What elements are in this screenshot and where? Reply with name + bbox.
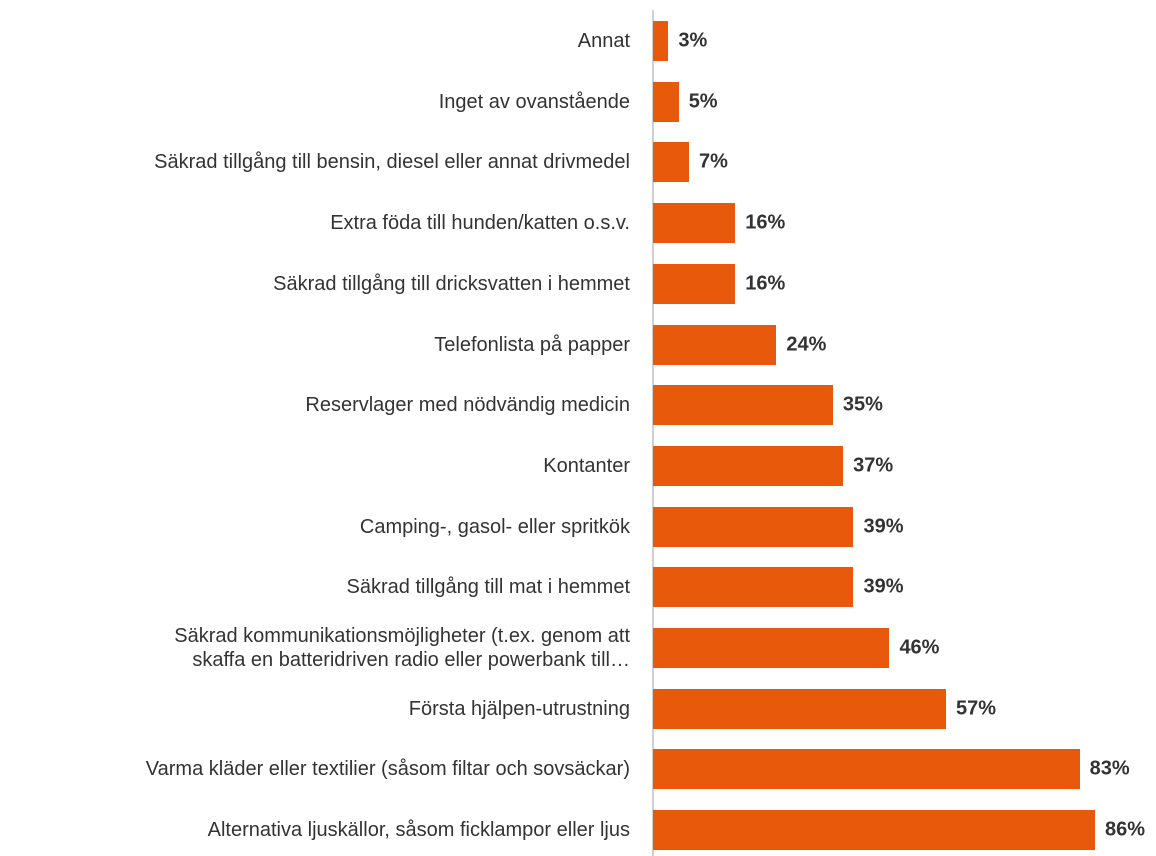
value-label: 16% — [745, 272, 786, 295]
value-label: 3% — [678, 29, 708, 52]
bar — [653, 749, 1080, 790]
category-label: Säkrad tillgång till bensin, diesel elle… — [154, 151, 630, 174]
value-label: 86% — [1105, 818, 1146, 841]
bar — [653, 324, 777, 365]
category-label: Säkrad tillgång till dricksvatten i hemm… — [273, 272, 630, 295]
value-label: 16% — [745, 211, 786, 234]
value-label: 46% — [899, 636, 940, 659]
category-label: Första hjälpen-utrustning — [408, 697, 630, 720]
bar — [653, 81, 679, 122]
bar — [653, 263, 736, 304]
bar — [653, 688, 946, 729]
value-label: 39% — [863, 515, 904, 538]
value-label: 5% — [688, 90, 718, 113]
category-label: Inget av ovanstående — [438, 90, 630, 113]
bar — [653, 21, 669, 61]
category-label: Extra föda till hunden/katten o.s.v. — [330, 212, 630, 235]
category-label: Alternativa ljuskällor, såsom ficklampor… — [207, 819, 630, 842]
category-label: Kontanter — [543, 454, 630, 477]
value-label: 24% — [786, 333, 827, 355]
category-label: Annat — [577, 30, 630, 52]
category-label: Säkrad kommunikationsmöjligheter (t.ex. … — [174, 625, 630, 671]
category-label: Varma kläder eller textilier (såsom filt… — [145, 758, 630, 781]
value-label: 35% — [842, 393, 883, 416]
bar — [653, 628, 890, 668]
value-label: 57% — [955, 697, 996, 720]
bar — [653, 385, 833, 426]
value-label: 39% — [863, 575, 904, 598]
category-label: Camping-, gasol- eller spritkök — [359, 515, 630, 538]
bar — [653, 567, 854, 608]
bar — [653, 203, 736, 244]
bar — [653, 445, 844, 486]
category-label: Reservlager med nödvändig medicin — [305, 394, 630, 417]
category-label: Säkrad tillgång till mat i hemmet — [346, 576, 630, 599]
category-label: Telefonlista på papper — [434, 333, 630, 356]
bar — [653, 810, 1096, 851]
bar — [653, 506, 854, 547]
bar — [653, 142, 689, 183]
value-label: 37% — [853, 454, 894, 477]
axis-line — [652, 10, 654, 856]
value-label: 7% — [698, 150, 728, 173]
value-label: 83% — [1089, 757, 1130, 780]
